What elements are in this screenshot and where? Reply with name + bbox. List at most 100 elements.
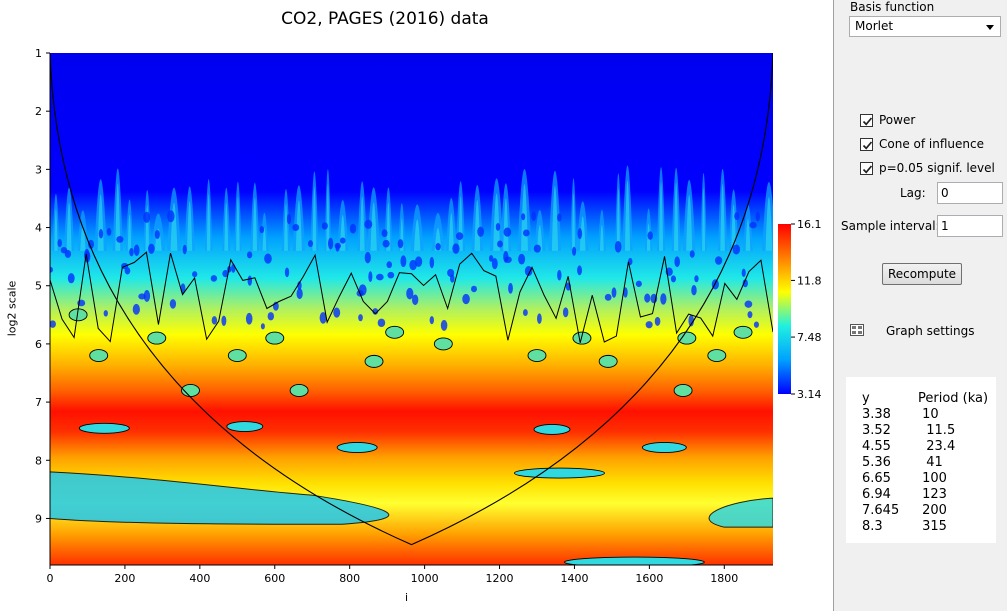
y-tick-label: 6 bbox=[35, 338, 42, 351]
low-power-spot bbox=[154, 229, 160, 239]
low-power-spot bbox=[749, 221, 757, 229]
cell-y: 5.36 bbox=[862, 455, 891, 470]
low-power-spot bbox=[654, 316, 661, 326]
power-streak bbox=[624, 180, 631, 251]
low-power-spot bbox=[415, 256, 423, 267]
basis-function-value: Morlet bbox=[855, 19, 894, 33]
low-power-spot bbox=[635, 280, 642, 287]
chart-title: CO2, PAGES (2016) data bbox=[281, 9, 489, 29]
low-power-spot bbox=[264, 253, 272, 264]
low-power-spot bbox=[688, 314, 694, 327]
low-power-spot bbox=[210, 275, 218, 282]
low-power-spot bbox=[259, 226, 265, 234]
power-streak bbox=[252, 197, 258, 251]
y-tick-label: 5 bbox=[35, 280, 42, 293]
wavelet-chart: 0 200 400 600 800 1000 1200 1400 1600 1800 1 2 3 4 5 6 7… bbox=[35, 47, 822, 585]
low-power-spot bbox=[129, 247, 134, 257]
basis-function-select[interactable]: Morlet bbox=[849, 16, 1001, 37]
x-axis-label: i bbox=[405, 591, 409, 604]
x-tick-label: 1000 bbox=[411, 572, 439, 585]
signif-contour bbox=[50, 471, 390, 525]
side-panel: Basis function Morlet Power Cone of infl… bbox=[833, 0, 1007, 611]
power-streak bbox=[284, 204, 288, 251]
low-power-spot bbox=[755, 211, 761, 222]
check-icon bbox=[862, 117, 873, 126]
cell-period: 100 bbox=[918, 471, 947, 486]
header-period: Period (ka) bbox=[918, 391, 989, 406]
colorbar-tick-label: 3.14 bbox=[797, 388, 822, 401]
low-power-spot bbox=[245, 312, 253, 325]
low-power-spot bbox=[747, 311, 753, 319]
signif-contour bbox=[533, 423, 571, 435]
low-power-spot bbox=[382, 239, 390, 248]
low-power-spot bbox=[647, 231, 653, 240]
signif-contour bbox=[385, 325, 405, 339]
y-axis-label: log2 scale bbox=[5, 280, 19, 337]
low-power-spot bbox=[358, 314, 363, 322]
power-label: Power bbox=[879, 113, 916, 127]
power-checkbox[interactable] bbox=[860, 114, 873, 127]
low-power-spot bbox=[381, 229, 388, 238]
low-power-spot bbox=[57, 239, 62, 248]
cone-label: Cone of influence bbox=[879, 137, 984, 151]
cone-checkbox[interactable] bbox=[860, 138, 873, 151]
low-power-spot bbox=[169, 299, 177, 309]
power-streak bbox=[370, 202, 377, 251]
power-streak bbox=[262, 227, 267, 251]
low-power-spot bbox=[148, 243, 155, 254]
signif-checkbox[interactable] bbox=[860, 162, 873, 175]
recompute-button[interactable]: Recompute bbox=[882, 263, 962, 285]
cell-period: 200 bbox=[918, 503, 947, 518]
signif-contour bbox=[707, 349, 727, 362]
low-power-spot bbox=[753, 321, 759, 328]
power-streak bbox=[720, 183, 725, 251]
low-power-spot bbox=[143, 290, 151, 302]
power-streak bbox=[745, 218, 751, 251]
cell-period: 23.4 bbox=[918, 439, 956, 454]
y-tick-label: 7 bbox=[35, 396, 42, 409]
x-tick-label: 0 bbox=[47, 572, 54, 585]
low-power-spot bbox=[533, 244, 541, 253]
graph-settings-label[interactable]: Graph settings bbox=[886, 324, 975, 338]
low-power-spot bbox=[504, 256, 512, 264]
low-power-spot bbox=[508, 282, 513, 294]
power-streak bbox=[295, 200, 302, 251]
signif-contour bbox=[572, 331, 592, 345]
low-power-spot bbox=[339, 237, 346, 244]
cell-y: 3.52 bbox=[862, 423, 891, 438]
colorbar-tick-label: 16.1 bbox=[797, 218, 822, 231]
low-power-spot bbox=[349, 223, 357, 234]
x-tick-label: 400 bbox=[189, 572, 210, 585]
header-y: y bbox=[862, 391, 870, 406]
signif-contour bbox=[89, 349, 109, 362]
power-streak bbox=[414, 219, 421, 251]
signif-contour bbox=[50, 251, 773, 343]
sample-interval-input[interactable]: 1 bbox=[937, 215, 1003, 237]
power-streak bbox=[658, 182, 664, 251]
power-streak bbox=[66, 202, 72, 251]
graph-settings-icon[interactable] bbox=[850, 324, 864, 336]
power-streak bbox=[673, 182, 679, 251]
low-power-spot bbox=[518, 253, 526, 265]
low-power-spot bbox=[557, 269, 562, 281]
low-power-spot bbox=[116, 235, 124, 243]
lag-input[interactable]: 0 bbox=[937, 182, 1003, 204]
power-streak bbox=[616, 188, 620, 251]
low-power-spot bbox=[50, 266, 54, 273]
x-tick-label: 600 bbox=[264, 572, 285, 585]
low-power-spot bbox=[368, 271, 373, 283]
low-power-spot bbox=[211, 316, 218, 325]
low-power-spot bbox=[537, 313, 542, 324]
low-power-spot bbox=[406, 287, 414, 300]
low-power-spot bbox=[192, 271, 198, 278]
power-streak bbox=[571, 193, 576, 251]
low-power-spot bbox=[531, 211, 537, 222]
signif-contour bbox=[227, 349, 247, 362]
low-power-spot bbox=[132, 303, 140, 315]
y-tick-label: 9 bbox=[35, 512, 42, 525]
x-tick-label: 1600 bbox=[635, 572, 663, 585]
low-power-spot bbox=[321, 222, 328, 230]
low-power-spot bbox=[694, 275, 699, 283]
power-streak bbox=[503, 198, 509, 251]
low-power-spot bbox=[397, 239, 404, 249]
